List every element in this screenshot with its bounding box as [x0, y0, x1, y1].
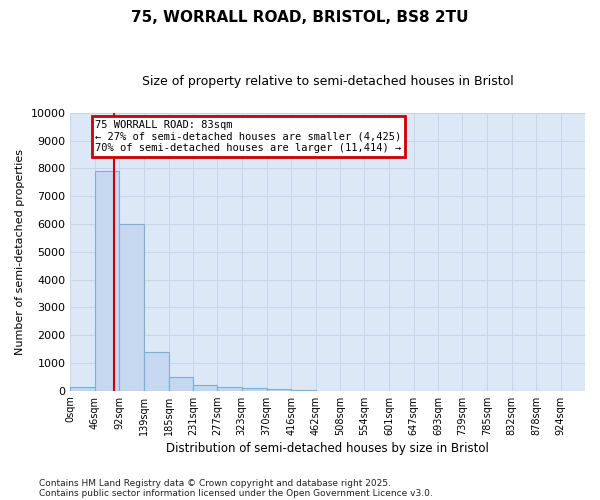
Text: Contains public sector information licensed under the Open Government Licence v3: Contains public sector information licen…	[39, 488, 433, 498]
Bar	[119, 224, 144, 390]
Bar	[95, 171, 119, 390]
Bar	[193, 385, 217, 390]
Bar	[144, 352, 169, 391]
Bar	[217, 386, 242, 390]
Text: 75, WORRALL ROAD, BRISTOL, BS8 2TU: 75, WORRALL ROAD, BRISTOL, BS8 2TU	[131, 10, 469, 25]
Bar	[70, 386, 95, 390]
Title: Size of property relative to semi-detached houses in Bristol: Size of property relative to semi-detach…	[142, 75, 514, 88]
X-axis label: Distribution of semi-detached houses by size in Bristol: Distribution of semi-detached houses by …	[166, 442, 489, 455]
Bar	[242, 388, 267, 390]
Y-axis label: Number of semi-detached properties: Number of semi-detached properties	[15, 148, 25, 354]
Bar	[169, 377, 193, 390]
Text: 75 WORRALL ROAD: 83sqm
← 27% of semi-detached houses are smaller (4,425)
70% of : 75 WORRALL ROAD: 83sqm ← 27% of semi-det…	[95, 120, 401, 153]
Text: Contains HM Land Registry data © Crown copyright and database right 2025.: Contains HM Land Registry data © Crown c…	[39, 478, 391, 488]
